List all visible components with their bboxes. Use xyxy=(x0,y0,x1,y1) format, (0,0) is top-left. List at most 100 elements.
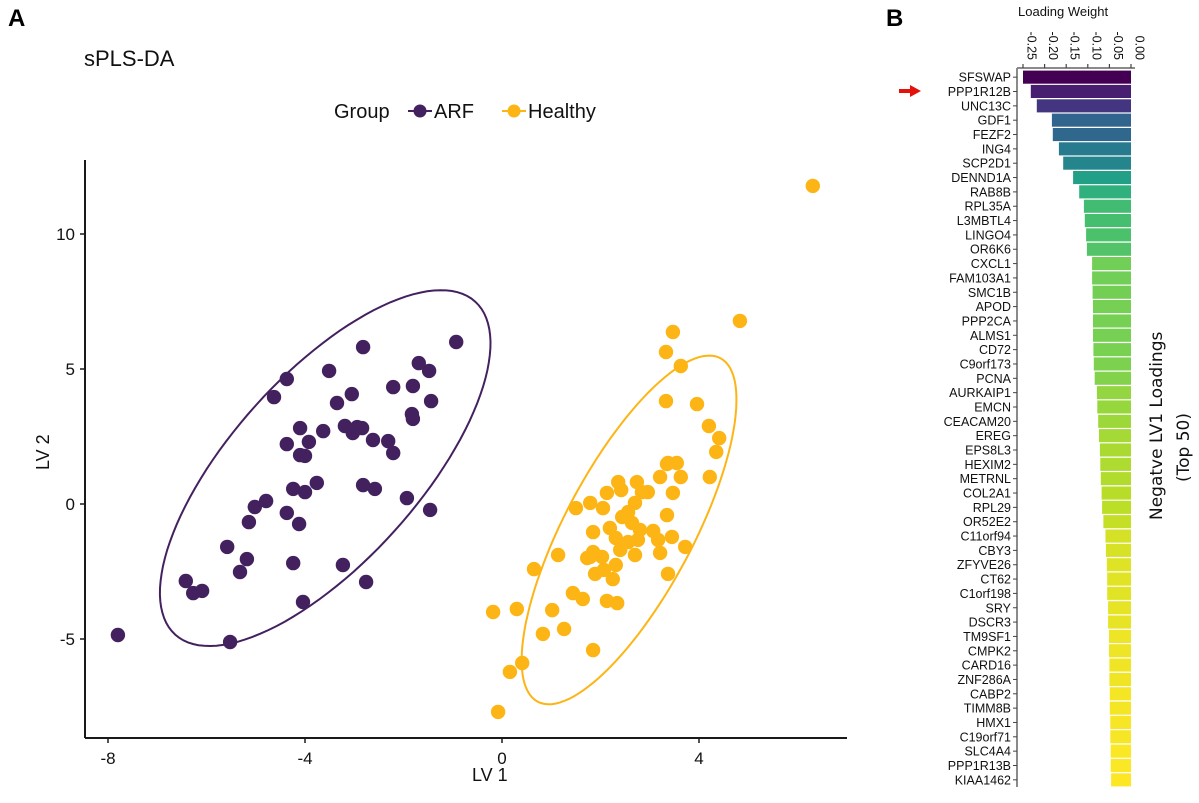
bar xyxy=(1093,328,1131,342)
point-healthy xyxy=(556,621,572,637)
confidence-ellipse-arf xyxy=(158,289,492,648)
point-healthy xyxy=(701,418,717,434)
x-tick-label: 4 xyxy=(694,749,703,768)
bar-x-tick-label: 0.00 xyxy=(1133,36,1147,60)
bar xyxy=(1108,601,1131,615)
bar xyxy=(1092,271,1131,285)
bar xyxy=(1063,156,1131,170)
point-healthy xyxy=(669,455,684,471)
bar xyxy=(1083,199,1131,213)
point-arf xyxy=(411,355,426,371)
point-healthy xyxy=(659,507,675,523)
bar xyxy=(1058,142,1131,156)
point-arf xyxy=(421,363,437,379)
gene-label: PPP2CA xyxy=(962,314,1012,328)
bar xyxy=(1109,629,1131,643)
gene-label: RPL35A xyxy=(964,200,1011,214)
y-tick-label: -5 xyxy=(60,630,75,649)
point-arf xyxy=(247,499,262,515)
bar-y-axis-title-line2: (Top 50) xyxy=(1174,413,1194,482)
gene-label: C11orf94 xyxy=(961,530,1012,544)
point-arf xyxy=(345,425,360,441)
point-arf xyxy=(301,434,317,450)
bar xyxy=(1096,386,1131,400)
gene-label: CARD16 xyxy=(962,659,1011,673)
y-tick-label: 0 xyxy=(66,495,75,514)
bar xyxy=(1100,472,1131,486)
bar xyxy=(1093,314,1131,328)
point-arf xyxy=(365,432,381,448)
point-arf xyxy=(239,551,255,567)
point-healthy xyxy=(596,562,612,578)
point-healthy xyxy=(652,469,668,485)
point-arf xyxy=(381,433,396,449)
bar xyxy=(1093,300,1131,314)
gene-label: FAM103A1 xyxy=(949,271,1011,285)
point-healthy xyxy=(583,549,598,565)
point-healthy xyxy=(535,626,551,642)
gene-label: ZNF286A xyxy=(958,673,1012,687)
point-arf xyxy=(292,420,308,436)
bar-x-tick-label: -0.20 xyxy=(1046,32,1060,61)
point-healthy xyxy=(485,604,501,620)
gene-label: SLC4A4 xyxy=(964,745,1011,759)
x-tick-label: 0 xyxy=(497,749,506,768)
point-arf xyxy=(449,334,464,350)
y-tick-label: 10 xyxy=(56,225,75,244)
point-healthy xyxy=(665,485,681,501)
bar xyxy=(1106,558,1131,572)
gene-label: SCP2D1 xyxy=(962,157,1011,171)
x-tick-label: -8 xyxy=(100,749,115,768)
point-arf xyxy=(241,514,257,530)
bar xyxy=(1052,128,1131,142)
point-healthy xyxy=(673,358,688,374)
gene-label: C1orf198 xyxy=(960,587,1011,601)
gene-label: RAB8B xyxy=(970,185,1011,199)
legend-marker-arf xyxy=(413,104,427,118)
scatter-axes: -8 -4 0 4 -5 0 5 10 xyxy=(56,160,847,768)
point-arf xyxy=(286,555,301,571)
gene-label: KIAA1462 xyxy=(955,773,1011,787)
bar xyxy=(1098,414,1131,428)
gene-label: FEZF2 xyxy=(973,128,1011,142)
point-arf xyxy=(321,363,337,379)
bar xyxy=(1079,185,1131,199)
gene-label: APOD xyxy=(976,300,1011,314)
point-healthy xyxy=(660,566,676,582)
point-healthy xyxy=(673,469,688,485)
bar xyxy=(1093,357,1131,371)
point-healthy xyxy=(595,500,611,516)
bar xyxy=(1084,214,1131,228)
gene-label: RPL29 xyxy=(973,501,1011,515)
bar xyxy=(1111,773,1131,787)
gene-label: HEXIM2 xyxy=(964,458,1011,472)
point-healthy xyxy=(502,664,518,680)
bar xyxy=(1092,257,1131,271)
point-arf xyxy=(386,445,401,461)
legend-entry-healthy: Healthy xyxy=(502,101,596,123)
gene-label: CXCL1 xyxy=(971,257,1011,271)
point-healthy xyxy=(658,393,674,409)
gene-label: METRNL xyxy=(960,472,1011,486)
legend-marker-healthy xyxy=(507,104,521,118)
gene-label: ZFYVE26 xyxy=(957,558,1011,572)
gene-label: CT62 xyxy=(980,573,1011,587)
gene-label: PPP1R12B xyxy=(948,85,1011,99)
point-healthy xyxy=(664,529,680,545)
point-arf xyxy=(399,490,415,506)
bar-x-tick-label: -0.05 xyxy=(1111,32,1125,61)
bar xyxy=(1093,343,1131,357)
bar xyxy=(1092,285,1131,299)
gene-label: PPP1R13B xyxy=(948,759,1011,773)
gene-label: C19orf71 xyxy=(960,730,1011,744)
point-healthy xyxy=(650,532,666,548)
gene-label: PCNA xyxy=(976,372,1011,386)
point-arf xyxy=(297,448,313,464)
point-healthy xyxy=(712,430,727,446)
point-healthy xyxy=(575,591,590,607)
point-arf xyxy=(279,505,294,521)
bar-labels: SFSWAPPPP1R12BUNC13CGDF1FEZF2ING4SCP2D1D… xyxy=(944,71,1017,787)
chart-title: sPLS-DA xyxy=(84,46,175,71)
point-arf xyxy=(286,481,301,497)
